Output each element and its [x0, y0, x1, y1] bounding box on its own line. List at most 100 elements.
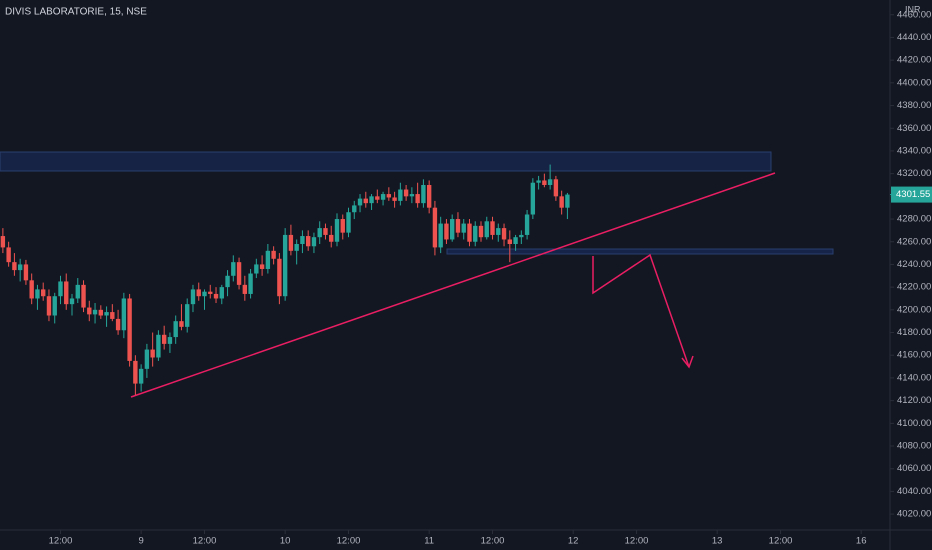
candle-body — [409, 194, 415, 197]
candle-body — [202, 291, 207, 297]
candle-body — [346, 212, 351, 233]
candle-body — [167, 337, 173, 344]
candle-body — [35, 289, 40, 299]
candle-body — [432, 207, 438, 248]
candle-body — [98, 309, 103, 316]
resistance-zone — [0, 151, 772, 172]
candle-body — [455, 219, 461, 233]
candle-body — [501, 228, 507, 240]
x-tick-label: 13 — [712, 536, 723, 547]
candle-body — [357, 198, 363, 206]
candle-body — [17, 264, 23, 271]
candle-body — [110, 312, 115, 319]
x-tick-label: 12:00 — [769, 536, 793, 547]
candle-body — [156, 334, 161, 358]
x-tick-label: 12:00 — [625, 536, 649, 547]
candle-body — [363, 198, 368, 204]
y-tick-label: 4180.00 — [897, 327, 931, 338]
candle-body — [213, 293, 219, 299]
candle-body — [380, 194, 386, 200]
candle-body — [311, 237, 317, 247]
candle-body — [196, 289, 201, 297]
candle-body — [553, 179, 559, 197]
y-tick-label: 4160.00 — [897, 350, 931, 361]
candle-body — [58, 281, 63, 297]
y-tick-label: 4200.00 — [897, 304, 931, 315]
y-tick-label: 4240.00 — [897, 259, 931, 270]
candle-body — [467, 223, 472, 242]
x-tick-label: 12:00 — [49, 536, 73, 547]
candle-body — [421, 184, 426, 204]
candle-body — [300, 236, 305, 245]
candle-body — [248, 273, 253, 294]
currency-label: INR — [905, 4, 921, 14]
y-tick-label: 4220.00 — [897, 282, 931, 293]
candle-body — [496, 228, 501, 235]
candle-body — [138, 368, 144, 384]
candle-body — [6, 247, 11, 263]
x-tick-label: 9 — [138, 536, 143, 547]
candle-body — [81, 284, 86, 308]
x-tick-label: 16 — [856, 536, 867, 547]
candle-body — [161, 334, 167, 344]
y-tick-label: 4460.00 — [897, 9, 931, 20]
drawings — [0, 151, 834, 398]
candle-body — [231, 262, 236, 276]
candle-body — [340, 219, 345, 233]
candle-body — [415, 194, 420, 204]
candle-body — [0, 236, 6, 248]
candle-body — [369, 196, 374, 204]
candle-body — [254, 264, 259, 274]
candle-body — [208, 291, 213, 294]
candle-body — [282, 234, 288, 297]
candle-body — [450, 219, 455, 240]
candle-body — [375, 196, 380, 200]
candle-body — [559, 196, 564, 208]
y-tick-label: 4080.00 — [897, 441, 931, 452]
candle-body — [352, 205, 357, 213]
candle-body — [386, 194, 392, 198]
candle-body — [524, 214, 530, 235]
y-tick-label: 4260.00 — [897, 236, 931, 247]
candle-body — [185, 304, 190, 327]
y-tick-label: 4100.00 — [897, 418, 931, 429]
candle-body — [133, 360, 138, 384]
candle-body — [92, 309, 98, 315]
candle-body — [29, 280, 34, 299]
candle-body — [127, 298, 132, 361]
x-tick-label: 10 — [280, 536, 291, 547]
candle-body — [484, 221, 489, 238]
candle-body — [190, 289, 196, 305]
candle-body — [173, 321, 178, 338]
candle-body — [288, 234, 294, 251]
candle-body — [121, 298, 127, 331]
candle-body — [75, 284, 80, 299]
x-tick-label: 12:00 — [481, 536, 505, 547]
candle-body — [392, 197, 397, 201]
candle-body — [219, 287, 224, 299]
candle-body — [236, 262, 242, 285]
candle-body — [225, 275, 230, 288]
candle-body — [41, 289, 46, 297]
x-tick-label: 11 — [424, 536, 434, 547]
candle-body — [536, 180, 541, 183]
y-tick-label: 4420.00 — [897, 55, 931, 66]
y-tick-label: 4380.00 — [897, 100, 931, 111]
candle-body — [277, 258, 282, 297]
y-tick-label: 4320.00 — [897, 168, 931, 179]
candle-body — [150, 349, 155, 358]
candle-body — [398, 189, 403, 201]
candle-body — [542, 180, 547, 185]
y-tick-label: 4280.00 — [897, 214, 931, 225]
candle-body — [334, 219, 340, 242]
candle-body — [115, 318, 121, 331]
candle-body — [242, 284, 248, 294]
y-tick-label: 4120.00 — [897, 395, 931, 406]
candle-body — [329, 234, 334, 242]
candle-body — [478, 225, 484, 238]
candle-body — [23, 264, 29, 281]
x-tick-label: 12:00 — [193, 536, 217, 547]
candle-body — [87, 307, 92, 315]
